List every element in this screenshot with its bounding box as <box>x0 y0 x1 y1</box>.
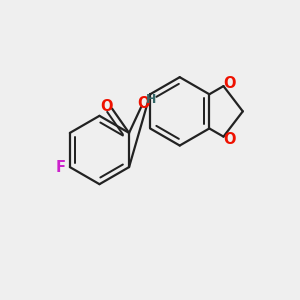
Text: O: O <box>137 96 150 111</box>
Text: O: O <box>223 76 236 91</box>
Text: H: H <box>146 93 156 106</box>
Text: O: O <box>223 131 236 146</box>
Text: F: F <box>56 160 66 175</box>
Text: O: O <box>100 99 112 114</box>
